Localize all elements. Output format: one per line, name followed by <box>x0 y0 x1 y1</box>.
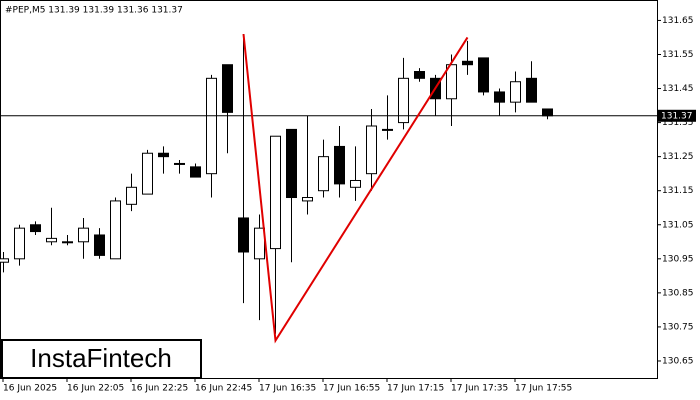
y-tick-label: 130.65 <box>662 356 694 366</box>
candle-body <box>190 166 201 178</box>
x-tick-label: 16 Jun 22:25 <box>131 384 188 394</box>
candle-body <box>206 77 217 175</box>
x-tick-label: 17 Jun 17:15 <box>387 384 444 394</box>
candle-body <box>334 145 345 185</box>
y-tick-label: 131.35 <box>662 118 694 128</box>
candles <box>0 34 553 334</box>
x-tick-label: 17 Jun 16:35 <box>259 384 316 394</box>
pattern-line <box>242 33 469 344</box>
logo: InstaFintech <box>1 339 202 379</box>
candle-body <box>526 77 537 103</box>
candle-body <box>158 152 169 158</box>
candle-body <box>366 125 377 175</box>
candle-body <box>542 108 553 117</box>
candle-body <box>110 200 121 260</box>
candle-body <box>46 237 57 243</box>
candle-body <box>62 241 73 244</box>
candle-body <box>222 64 233 113</box>
current-price-label: 131.37 <box>661 111 693 121</box>
candle-body <box>30 224 41 233</box>
candle-body <box>494 91 505 103</box>
x-tick-label: 16 Jun 22:45 <box>195 384 252 394</box>
candle-body <box>350 179 361 188</box>
candle-body <box>270 135 281 250</box>
candle-body <box>462 60 473 66</box>
y-tick-label: 131.55 <box>662 50 694 60</box>
x-tick-label: 17 Jun 16:55 <box>323 384 380 394</box>
candle-body <box>398 77 409 124</box>
candle-body <box>286 128 297 199</box>
candle-body <box>78 227 89 243</box>
y-tick-label: 131.45 <box>662 84 694 94</box>
y-tick-label: 130.75 <box>662 322 694 332</box>
logo-text: InstaFintech <box>30 343 172 373</box>
candle-body <box>382 128 393 131</box>
candle-body <box>318 156 329 192</box>
candle-body <box>254 227 265 260</box>
candle-body <box>142 152 153 195</box>
x-tick-label: 17 Jun 17:55 <box>515 384 572 394</box>
logo-box <box>1 339 202 379</box>
y-tick-label: 131.05 <box>662 220 694 230</box>
y-tick-label: 131.25 <box>662 152 694 162</box>
x-tick-label: 16 Jun 22:05 <box>67 384 124 394</box>
candle-body <box>0 258 9 263</box>
x-tick-label: 16 Jun 2025 <box>3 384 57 394</box>
candle-body <box>174 162 185 165</box>
chart-title: #PEP,M5 131.39 131.39 131.36 131.37 <box>5 6 183 16</box>
candle-body <box>302 197 313 202</box>
current-price-box <box>658 109 696 122</box>
candle-body <box>14 227 25 260</box>
y-tick-label: 130.85 <box>662 288 694 298</box>
candle-body <box>238 217 249 253</box>
y-tick-label: 131.15 <box>662 186 694 196</box>
candle-body <box>126 186 137 205</box>
candle-body <box>510 81 521 103</box>
candle-body <box>94 234 105 256</box>
candle-body <box>478 57 489 93</box>
y-tick-label: 130.95 <box>662 254 694 264</box>
x-tick-label: 17 Jun 17:35 <box>451 384 508 394</box>
candle-body <box>446 64 457 100</box>
y-tick-label: 131.65 <box>662 16 694 26</box>
candle-body <box>414 71 425 79</box>
